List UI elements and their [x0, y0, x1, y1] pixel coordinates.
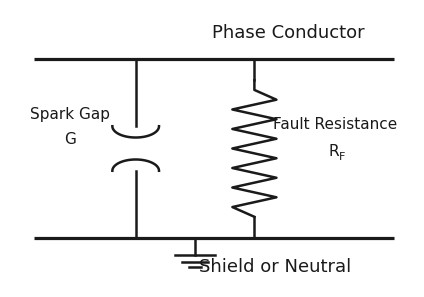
Text: Spark Gap: Spark Gap	[30, 107, 110, 122]
Text: R: R	[329, 144, 339, 159]
Text: Fault Resistance: Fault Resistance	[273, 117, 397, 132]
Text: Phase Conductor: Phase Conductor	[212, 24, 365, 42]
Text: Shield or Neutral: Shield or Neutral	[199, 258, 352, 276]
Text: G: G	[64, 132, 76, 147]
Text: F: F	[339, 151, 346, 162]
